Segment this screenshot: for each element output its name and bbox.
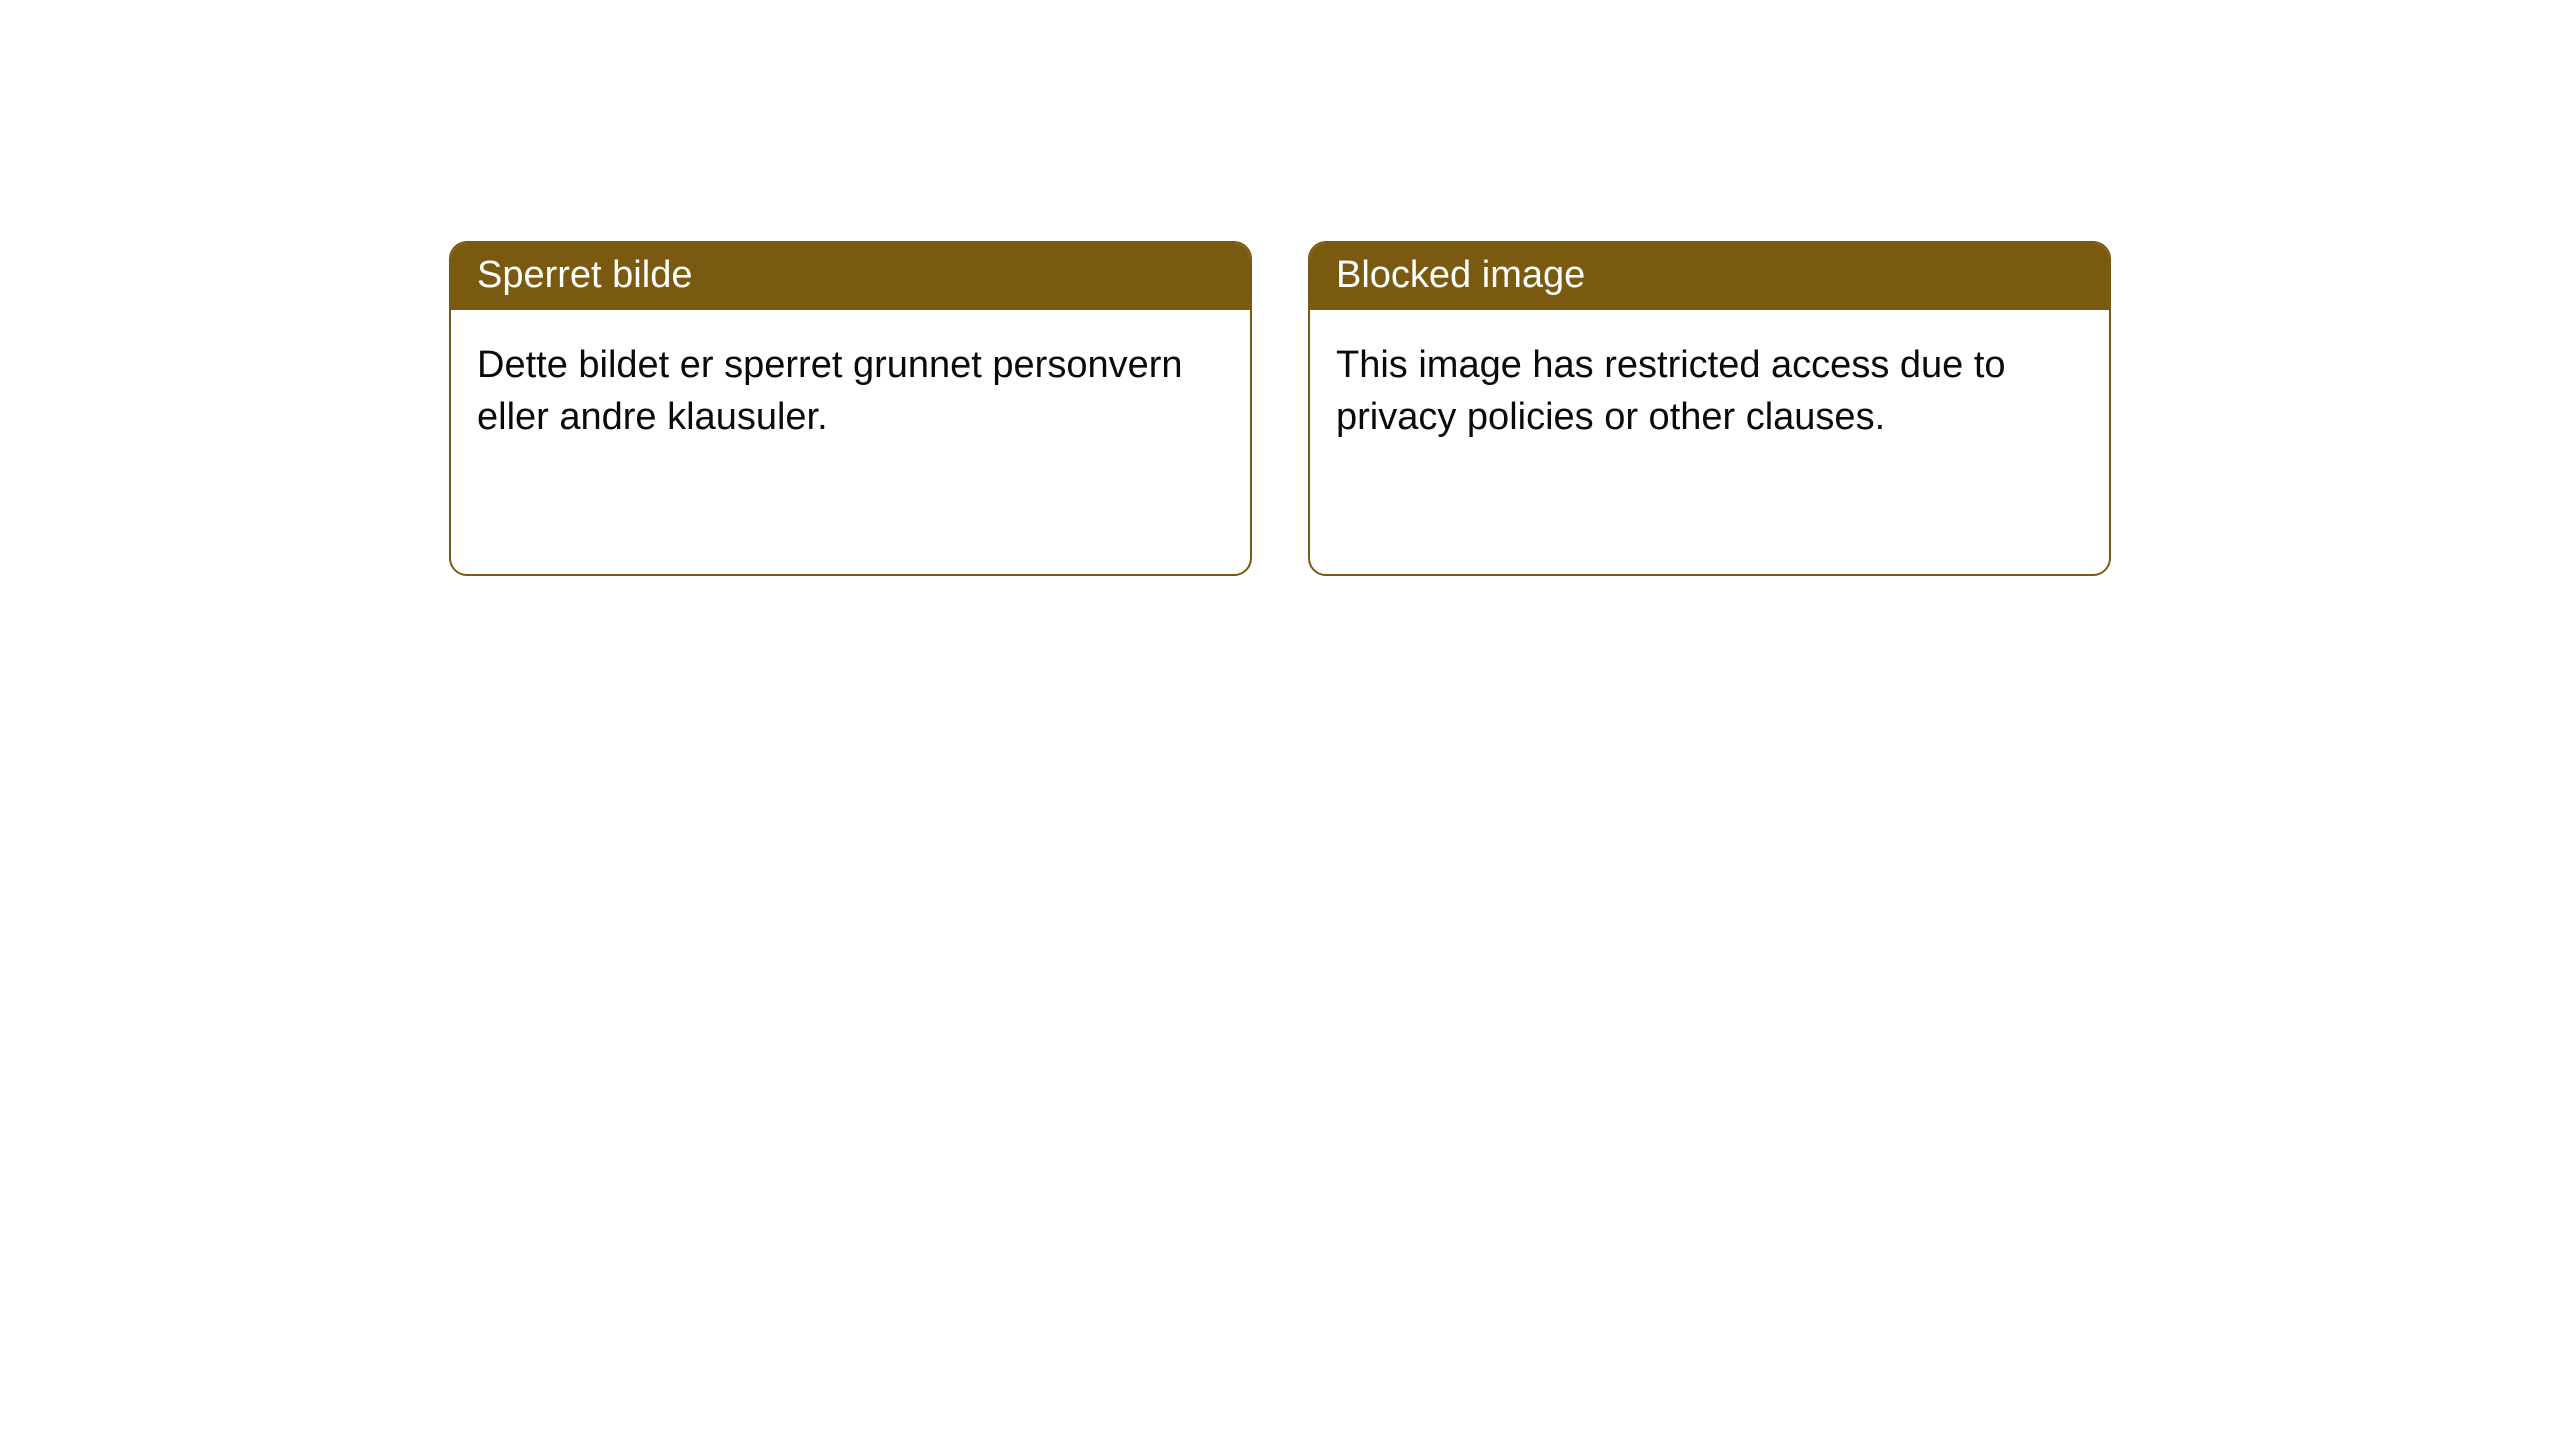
card-title-norwegian: Sperret bilde bbox=[451, 243, 1250, 310]
card-body-norwegian: Dette bildet er sperret grunnet personve… bbox=[451, 310, 1250, 473]
notice-card-norwegian: Sperret bilde Dette bildet er sperret gr… bbox=[449, 241, 1252, 576]
card-body-english: This image has restricted access due to … bbox=[1310, 310, 2109, 473]
notice-cards-row: Sperret bilde Dette bildet er sperret gr… bbox=[449, 241, 2111, 576]
card-title-english: Blocked image bbox=[1310, 243, 2109, 310]
notice-card-english: Blocked image This image has restricted … bbox=[1308, 241, 2111, 576]
